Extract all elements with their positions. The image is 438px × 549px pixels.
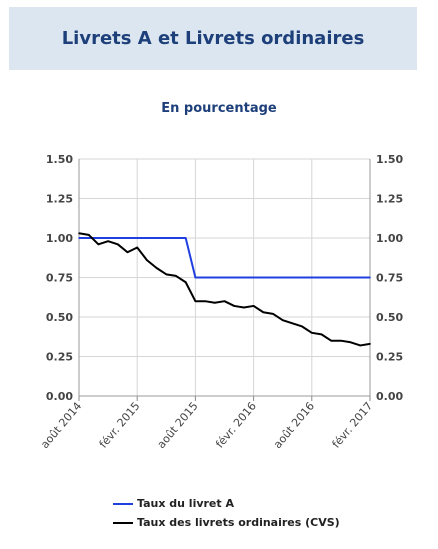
data-point-livrets-ordinaires bbox=[330, 339, 333, 342]
legend-label-livrets-ordinaires: Taux des livrets ordinaires (CVS) bbox=[137, 516, 340, 529]
data-point-livret-a bbox=[311, 276, 313, 279]
data-point-livret-a bbox=[204, 276, 206, 279]
data-point-livret-a bbox=[291, 276, 294, 279]
data-point-livrets-ordinaires bbox=[223, 300, 226, 303]
legend: Taux du livret A Taux des livrets ordina… bbox=[113, 494, 340, 532]
chart-subtitle: En pourcentage bbox=[161, 101, 277, 116]
data-point-livrets-ordinaires bbox=[349, 341, 352, 344]
data-point-livret-a bbox=[233, 276, 235, 279]
legend-label-livret-a: Taux du livret A bbox=[137, 497, 234, 510]
data-point-livret-a bbox=[223, 276, 226, 279]
legend-item-livret-a: Taux du livret A bbox=[113, 494, 340, 513]
data-point-livret-a bbox=[330, 276, 333, 279]
y-tick-label-right: 0.50 bbox=[376, 311, 403, 324]
data-point-livrets-ordinaires bbox=[146, 259, 148, 261]
data-point-livrets-ordinaires bbox=[87, 234, 90, 236]
data-point-livrets-ordinaires bbox=[252, 305, 255, 307]
y-tick-label-left: 0.50 bbox=[46, 311, 73, 324]
data-point-livret-a bbox=[214, 276, 216, 279]
data-point-livret-a bbox=[243, 276, 245, 279]
data-point-livret-a bbox=[301, 276, 303, 279]
x-tick-label: févr. 2016 bbox=[213, 400, 259, 451]
data-point-livrets-ordinaires bbox=[320, 333, 323, 336]
y-tick-label-left: 0.00 bbox=[46, 390, 73, 403]
data-point-livret-a bbox=[87, 237, 90, 239]
data-point-livret-a bbox=[107, 237, 109, 239]
y-tick-label-right: 1.00 bbox=[376, 232, 403, 245]
y-tick-label-left: 1.25 bbox=[46, 193, 73, 206]
data-point-livrets-ordinaires bbox=[340, 339, 342, 342]
line-chart: 0.00 0.25 0.50 0.75 1.00 1.25 1.50 0.00 0.25 0.50… bbox=[38, 153, 403, 451]
data-point-livret-a bbox=[281, 276, 284, 279]
legend-swatch-livret-a bbox=[113, 502, 133, 505]
data-point-livret-a bbox=[165, 237, 168, 239]
data-point-livrets-ordinaires bbox=[311, 332, 313, 334]
series-line-livret-a bbox=[79, 237, 370, 279]
series-line-livrets-ordinaires bbox=[78, 232, 371, 347]
data-point-livrets-ordinaires bbox=[136, 246, 138, 249]
data-point-livrets-ordinaires bbox=[184, 281, 187, 284]
data-point-livret-a bbox=[359, 276, 362, 279]
data-point-livret-a bbox=[320, 276, 323, 279]
y-tick-label-right: 0.00 bbox=[376, 390, 403, 403]
x-tick-label: févr. 2017 bbox=[330, 400, 376, 451]
title-banner: Livrets A et Livrets ordinaires bbox=[9, 7, 417, 70]
data-point-livret-a bbox=[340, 276, 342, 279]
y-tick-label-right: 0.75 bbox=[376, 272, 403, 285]
y-tick-label-right: 1.25 bbox=[376, 193, 403, 206]
data-point-livret-a bbox=[126, 237, 129, 239]
data-point-livrets-ordinaires bbox=[165, 273, 168, 276]
data-point-livrets-ordinaires bbox=[194, 300, 197, 303]
data-point-livret-a bbox=[146, 237, 148, 239]
y-tick-label-right: 0.25 bbox=[376, 351, 403, 364]
data-point-livrets-ordinaires bbox=[97, 243, 100, 246]
data-point-livret-a bbox=[252, 276, 255, 279]
y-tick-label-left: 0.25 bbox=[46, 351, 73, 364]
data-point-livrets-ordinaires bbox=[272, 313, 274, 315]
data-point-livrets-ordinaires bbox=[233, 305, 235, 307]
data-point-livret-a bbox=[262, 276, 265, 279]
data-point-livrets-ordinaires bbox=[214, 301, 216, 304]
data-point-livret-a bbox=[117, 237, 119, 239]
data-point-livrets-ordinaires bbox=[175, 275, 177, 277]
data-point-livrets-ordinaires bbox=[291, 322, 294, 325]
data-point-livrets-ordinaires bbox=[117, 243, 119, 246]
legend-item-livrets-ordinaires: Taux des livrets ordinaires (CVS) bbox=[113, 513, 340, 532]
data-point-livrets-ordinaires bbox=[243, 306, 245, 309]
data-point-livret-a bbox=[194, 276, 197, 279]
data-point-livrets-ordinaires bbox=[369, 343, 371, 345]
data-point-livret-a bbox=[78, 237, 80, 239]
data-point-livret-a bbox=[184, 237, 187, 239]
legend-swatch-livrets-ordinaires bbox=[113, 521, 133, 524]
y-tick-label-right: 1.50 bbox=[376, 153, 403, 166]
data-point-livrets-ordinaires bbox=[107, 240, 109, 242]
data-point-livrets-ordinaires bbox=[359, 344, 362, 347]
data-point-livrets-ordinaires bbox=[262, 311, 265, 314]
chart-title: Livrets A et Livrets ordinaires bbox=[61, 28, 365, 49]
data-point-livrets-ordinaires bbox=[281, 319, 284, 321]
data-point-livrets-ordinaires bbox=[301, 325, 303, 328]
data-point-livret-a bbox=[349, 276, 352, 279]
y-tick-label-left: 1.50 bbox=[46, 153, 73, 166]
data-point-livrets-ordinaires bbox=[204, 300, 206, 303]
data-point-livrets-ordinaires bbox=[126, 251, 129, 254]
data-point-livret-a bbox=[155, 237, 158, 239]
y-tick-label-left: 0.75 bbox=[46, 272, 73, 285]
x-tick-label: août 2015 bbox=[155, 400, 201, 451]
x-tick-label: août 2016 bbox=[271, 400, 317, 451]
data-point-livret-a bbox=[97, 237, 100, 239]
data-point-livret-a bbox=[136, 237, 138, 239]
data-point-livret-a bbox=[369, 276, 371, 279]
x-tick-label: août 2014 bbox=[38, 400, 84, 451]
data-point-livrets-ordinaires bbox=[78, 232, 80, 235]
data-point-livret-a bbox=[175, 237, 177, 239]
data-point-livrets-ordinaires bbox=[155, 267, 158, 269]
x-tick-label: févr. 2015 bbox=[97, 400, 143, 451]
y-tick-label-left: 1.00 bbox=[46, 232, 73, 245]
data-point-livret-a bbox=[272, 276, 274, 279]
